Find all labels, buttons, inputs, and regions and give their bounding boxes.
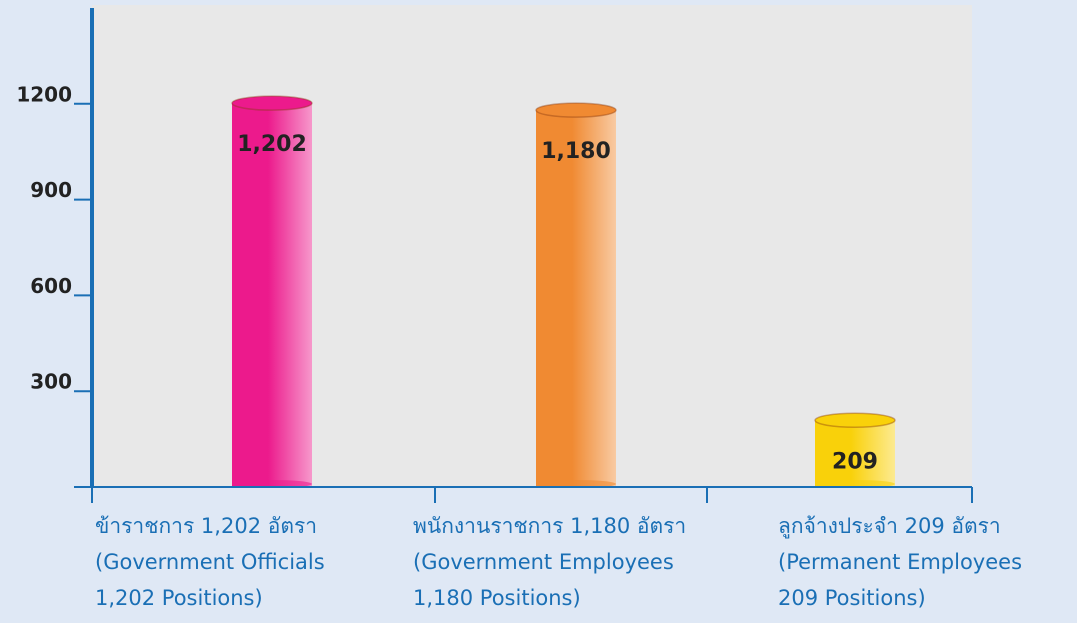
bar-top: [814, 412, 896, 429]
x-tick-label: ลูกจ้างประจำ 209 อัตรา: [778, 514, 1001, 539]
bar-top: [535, 102, 617, 118]
y-tick-label: 1200: [16, 82, 72, 106]
x-tick-label: 1,202 Positions): [95, 586, 263, 610]
y-tick-label: 600: [30, 274, 72, 298]
x-tick-label: (Permanent Employees: [778, 550, 1022, 574]
value-label: 1,180: [541, 139, 611, 164]
bar: [815, 420, 895, 487]
value-label: 1,202: [237, 132, 307, 157]
x-tick-label: (Government Officials: [95, 550, 325, 574]
x-tick-label: ข้าราชการ 1,202 อัตรา: [95, 514, 317, 538]
bar: [232, 103, 312, 488]
x-tick-label: (Government Employees: [413, 550, 674, 574]
y-tick-label: 300: [30, 370, 72, 394]
x-tick-label: 209 Positions): [778, 586, 926, 610]
x-tick-label: 1,180 Positions): [413, 586, 581, 610]
value-label: 209: [832, 449, 878, 474]
bar-top: [231, 95, 313, 111]
bar: [536, 110, 616, 487]
x-tick-label: พนักงานราชการ 1,180 อัตรา: [413, 514, 686, 538]
y-tick-label: 900: [30, 178, 72, 202]
